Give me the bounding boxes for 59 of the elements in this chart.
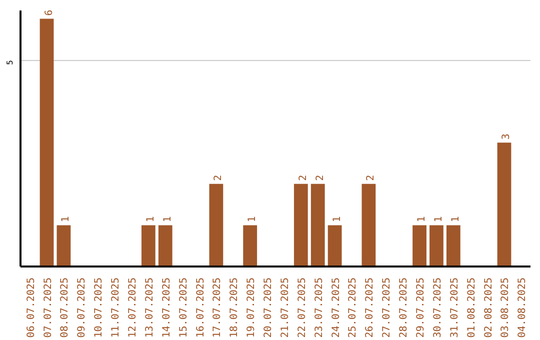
x-tick-label: 27.07.2025 [382, 277, 393, 338]
bar [497, 142, 512, 266]
data-label: 3 [501, 134, 512, 140]
x-tick-label: 03.08.2025 [500, 277, 512, 338]
x-tick-label: 08.07.2025 [60, 277, 71, 338]
x-tick-label: 19.07.2025 [246, 277, 258, 338]
data-label: 1 [332, 216, 343, 222]
bar [141, 225, 156, 266]
x-tick-label: 01.08.2025 [466, 277, 478, 338]
data-label: 2 [314, 174, 326, 181]
data-label: 1 [162, 216, 174, 222]
data-label: 1 [247, 216, 258, 222]
bar [40, 18, 54, 266]
bar [430, 225, 444, 266]
x-tick-label: 12.07.2025 [127, 277, 138, 338]
x-tick-label: 11.07.2025 [110, 277, 122, 338]
data-label: 1 [416, 216, 428, 222]
x-tick-label: 30.07.2025 [432, 277, 444, 338]
data-label: 2 [213, 174, 224, 181]
data-label: 1 [433, 216, 444, 222]
data-label: 1 [145, 216, 156, 222]
bar [158, 225, 172, 266]
data-label: 6 [44, 10, 55, 16]
bar [243, 225, 258, 266]
x-tick-label: 15.07.2025 [178, 277, 190, 338]
x-tick-label: 02.08.2025 [483, 277, 494, 338]
bar [362, 184, 376, 266]
x-tick-label: 16.07.2025 [195, 277, 206, 338]
x-tick-label: 31.07.2025 [449, 277, 460, 338]
x-tick-label: 20.07.2025 [263, 277, 274, 338]
x-tick-label: 17.07.2025 [212, 277, 224, 338]
x-tick-label: 29.07.2025 [416, 277, 427, 338]
x-tick-label: 18.07.2025 [229, 277, 240, 338]
data-label: 1 [60, 216, 72, 222]
bar [328, 225, 342, 266]
bar [209, 184, 224, 266]
x-tick-label: 04.08.2025 [517, 277, 528, 338]
x-tick-label: 06.07.2025 [26, 277, 37, 338]
x-tick-label: 24.07.2025 [330, 277, 342, 338]
x-tick-label: 28.07.2025 [398, 277, 410, 338]
bar [294, 184, 308, 266]
bar [446, 225, 460, 266]
x-tick-label: 21.07.2025 [280, 277, 291, 338]
bar [310, 184, 325, 266]
data-label: 2 [366, 174, 377, 181]
y-tick-label: 5 [6, 60, 14, 65]
x-tick-label: 09.07.2025 [76, 277, 88, 338]
data-label: 1 [450, 216, 462, 222]
x-tick-label: 13.07.2025 [144, 277, 156, 338]
x-tick-label: 14.07.2025 [161, 277, 172, 338]
x-tick-label: 10.07.2025 [94, 277, 105, 338]
x-tick-label: 26.07.2025 [364, 277, 376, 338]
bar [412, 225, 426, 266]
data-label: 2 [298, 174, 309, 181]
x-tick-label: 22.07.2025 [296, 277, 308, 338]
x-tick-label: 07.07.2025 [42, 277, 54, 338]
x-tick-label: 23.07.2025 [314, 277, 325, 338]
bar [56, 225, 71, 266]
x-tick-label: 25.07.2025 [348, 277, 359, 338]
